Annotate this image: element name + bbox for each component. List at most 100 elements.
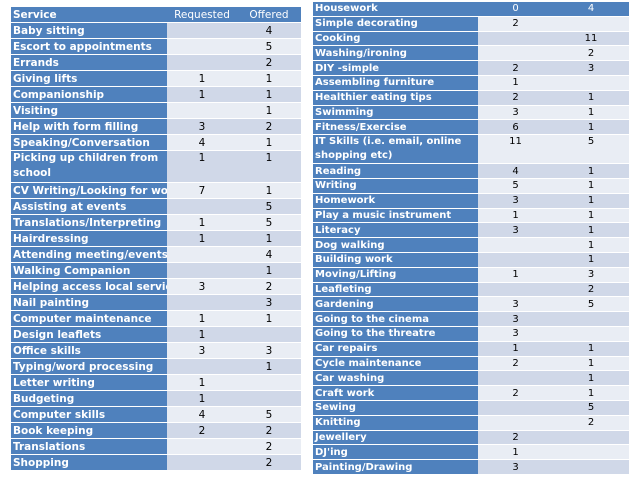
requested-count: 1: [167, 390, 237, 407]
requested-count: 3: [478, 311, 553, 327]
requested-count: 1: [478, 267, 553, 283]
offered-count: 1: [237, 102, 301, 119]
service-name: IT Skills (i.e. email, online shopping e…: [313, 134, 478, 165]
offered-count: 1: [237, 70, 301, 87]
service-name: Design leaflets: [11, 326, 167, 343]
offered-count: 1: [237, 230, 301, 247]
service-name: Craft work: [313, 385, 478, 401]
offered-count: 1: [237, 150, 301, 183]
service-name: Jewellery: [313, 430, 478, 446]
requested-count: 2: [478, 356, 553, 372]
offered-count: 2: [237, 54, 301, 71]
table-row: Letter writing 1: [11, 374, 301, 391]
offered-count: 2: [237, 118, 301, 135]
requested-count: 2: [478, 90, 553, 106]
service-name: Computer maintenance: [11, 310, 167, 327]
offered-count: 1: [553, 252, 629, 268]
table-row: Homework 3 1: [313, 193, 629, 209]
service-name: Knitting: [313, 415, 478, 431]
table-row: Reading 4 1: [313, 163, 629, 179]
table-row: DJ'ing 1: [313, 444, 629, 461]
table-header-row: Housework 0 4: [313, 2, 629, 17]
service-name: Errands: [11, 54, 167, 71]
service-name: Budgeting: [11, 390, 167, 407]
requested-count: 1: [167, 150, 237, 183]
requested-count: [167, 262, 237, 279]
service-name: Swimming: [313, 105, 478, 121]
offered-count: 5: [553, 296, 629, 313]
table-row: Sewing 5: [313, 400, 629, 416]
service-name: Picking up children from school: [11, 150, 167, 183]
offered-count: [553, 311, 629, 327]
table-row: Computer skills 4 5: [11, 406, 301, 423]
service-name: Companionship: [11, 86, 167, 103]
table-row: Typing/word processing 1: [11, 358, 301, 375]
table-row: Going to the threatre 3: [313, 326, 629, 342]
table-row: CV Writing/Looking for work 7 1: [11, 182, 301, 199]
table-row: Translations 2: [11, 438, 301, 455]
header-service: Service: [11, 7, 167, 23]
offered-count: 2: [237, 278, 301, 295]
requested-count: 3: [478, 326, 553, 342]
service-name: Play a music instrument: [313, 208, 478, 224]
offered-count: 1: [237, 182, 301, 199]
service-name: Literacy: [313, 222, 478, 239]
offered-count: 5: [553, 400, 629, 416]
table-row: Building work 1: [313, 252, 629, 268]
offered-count: 1: [553, 193, 629, 209]
service-name: Painting/Drawing: [313, 459, 478, 475]
offered-count: 1: [553, 105, 629, 121]
offered-count: [553, 459, 629, 475]
table-header-row: Service Requested Offered: [11, 7, 301, 23]
requested-count: 7: [167, 182, 237, 199]
table-row: Gardening 3 5: [313, 296, 629, 313]
requested-count: 6: [478, 119, 553, 136]
header-requested: Requested: [167, 7, 237, 23]
service-name: DIY -simple: [313, 60, 478, 76]
service-name: Speaking/Conversation: [11, 134, 167, 151]
offered-count: 3: [237, 294, 301, 311]
table-row: Helping access local services32: [11, 278, 301, 295]
service-name: Going to the threatre: [313, 326, 478, 342]
requested-count: [167, 454, 237, 471]
table-row: Book keeping 2 2: [11, 422, 301, 439]
table-row: Budgeting 1: [11, 390, 301, 407]
requested-count: [167, 198, 237, 215]
service-name: Letter writing: [11, 374, 167, 391]
requested-count: [167, 358, 237, 375]
offered-count: 5: [237, 214, 301, 231]
service-name: Building work: [313, 252, 478, 268]
table-row: Design leaflets 1: [11, 326, 301, 343]
service-name: DJ'ing: [313, 444, 478, 461]
offered-count: 1: [553, 208, 629, 224]
requested-count: 1: [167, 70, 237, 87]
service-name: Gardening: [313, 296, 478, 313]
services-table-left: Service Requested Offered Baby sitting 4 Esco…: [11, 7, 301, 471]
offered-count: 1: [237, 262, 301, 279]
offered-count: 2: [237, 422, 301, 439]
table-row: Moving/Lifting 1 3: [313, 267, 629, 283]
requested-count: 4: [478, 163, 553, 179]
service-name: Healthier eating tips: [313, 90, 478, 106]
service-name: Attending meeting/events: [11, 246, 167, 263]
offered-count: [237, 374, 301, 391]
offered-count: [553, 430, 629, 446]
offered-count: 11: [553, 31, 629, 47]
requested-count: 3: [167, 342, 237, 359]
table-row: Simple decorating 2: [313, 16, 629, 32]
table-row: Walking Companion 1: [11, 262, 301, 279]
service-name: Sewing: [313, 400, 478, 416]
requested-count: 1: [167, 230, 237, 247]
offered-count: 5: [237, 198, 301, 215]
table-row: Washing/ironing 2: [313, 45, 629, 62]
service-name: Cooking: [313, 31, 478, 47]
table-row: Play a music instrument 1 1: [313, 208, 629, 224]
service-name: Nail painting: [11, 294, 167, 311]
offered-count: 2: [553, 45, 629, 62]
offered-count: 1: [553, 237, 629, 253]
service-name: Simple decorating: [313, 16, 478, 32]
requested-count: 1: [478, 75, 553, 91]
services-table-right: Housework 0 4 Simple decorating 2 Cooking 11 Wa…: [313, 2, 629, 475]
requested-count: 1: [478, 208, 553, 224]
service-name: CV Writing/Looking for work: [11, 182, 167, 199]
